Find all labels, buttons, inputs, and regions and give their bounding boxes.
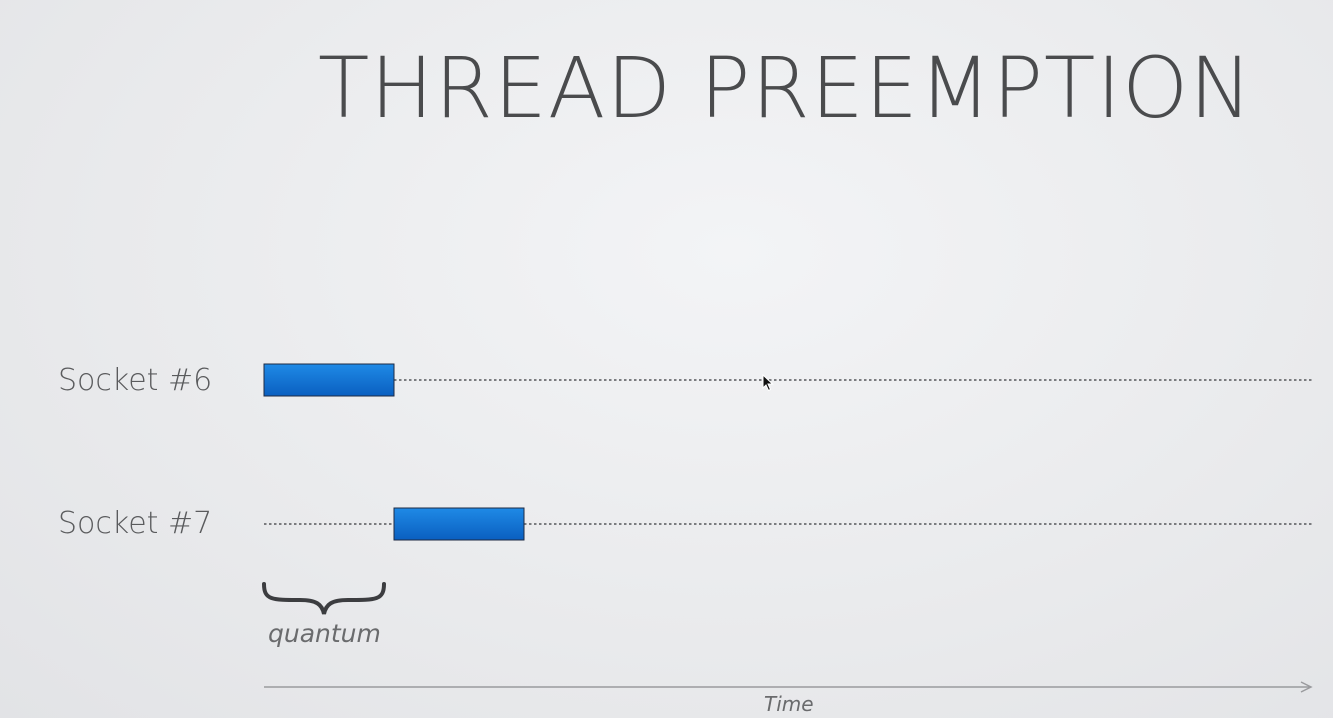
quantum-label: quantum	[268, 619, 381, 648]
curly-brace-icon	[262, 582, 386, 615]
execution-block	[393, 507, 525, 541]
time-axis	[264, 681, 1313, 693]
mouse-pointer-icon	[762, 374, 774, 392]
slide-title: THREAD PREEMPTION	[318, 39, 1254, 137]
timeline-rows	[263, 363, 1312, 541]
row-label-socket-7: Socket #7	[58, 506, 213, 541]
time-axis-label: Time	[764, 692, 814, 716]
arrow-right-icon	[1300, 681, 1313, 693]
execution-block	[263, 363, 395, 397]
row-label-socket-6: Socket #6	[58, 363, 213, 398]
